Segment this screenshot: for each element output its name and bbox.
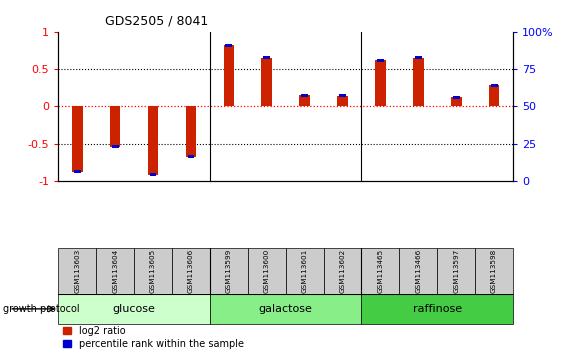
Bar	[324, 248, 361, 294]
Bar	[226, 44, 232, 47]
Bar	[185, 106, 196, 157]
Bar	[415, 56, 422, 59]
Bar	[361, 248, 399, 294]
Text: GSM113465: GSM113465	[377, 249, 384, 293]
Bar	[210, 248, 248, 294]
Bar	[264, 56, 270, 59]
Text: growth protocol: growth protocol	[3, 304, 79, 314]
Text: GSM113606: GSM113606	[188, 249, 194, 293]
Text: GSM113605: GSM113605	[150, 249, 156, 293]
Bar	[74, 170, 80, 173]
Text: GSM113598: GSM113598	[491, 249, 497, 293]
Text: galactose: galactose	[259, 304, 312, 314]
Bar	[339, 95, 346, 97]
Bar	[147, 106, 159, 175]
Text: GSM113603: GSM113603	[74, 249, 80, 293]
Bar	[134, 248, 172, 294]
Bar	[286, 248, 324, 294]
Text: GSM113466: GSM113466	[415, 249, 422, 293]
Bar	[261, 58, 272, 106]
Bar	[413, 58, 424, 106]
Bar	[188, 155, 194, 159]
Bar	[299, 95, 310, 106]
Bar	[223, 45, 234, 106]
Bar	[453, 96, 459, 99]
Bar	[377, 59, 384, 62]
Bar	[337, 96, 348, 106]
Text: GSM113604: GSM113604	[112, 249, 118, 293]
Bar	[96, 248, 134, 294]
Bar	[112, 145, 118, 148]
Bar	[110, 106, 121, 147]
Bar	[72, 106, 83, 172]
Text: raffinose: raffinose	[413, 304, 462, 314]
Text: GDS2505 / 8041: GDS2505 / 8041	[105, 15, 208, 28]
Bar	[248, 248, 286, 294]
Text: glucose: glucose	[113, 304, 156, 314]
Bar	[301, 94, 308, 97]
Bar	[172, 248, 210, 294]
Bar	[451, 97, 462, 106]
Text: GSM113599: GSM113599	[226, 249, 232, 293]
Text: GSM113601: GSM113601	[301, 249, 308, 293]
Bar	[210, 294, 361, 324]
Bar	[489, 85, 500, 106]
Text: GSM113597: GSM113597	[453, 249, 459, 293]
Bar	[58, 294, 210, 324]
Bar	[150, 173, 156, 176]
Bar	[399, 248, 437, 294]
Legend: log2 ratio, percentile rank within the sample: log2 ratio, percentile rank within the s…	[63, 326, 244, 349]
Bar	[437, 248, 475, 294]
Bar	[475, 248, 513, 294]
Bar	[361, 294, 513, 324]
Text: GSM113602: GSM113602	[339, 249, 346, 293]
Bar	[491, 84, 497, 87]
Bar	[58, 248, 96, 294]
Bar	[375, 60, 386, 106]
Text: GSM113600: GSM113600	[264, 249, 270, 293]
